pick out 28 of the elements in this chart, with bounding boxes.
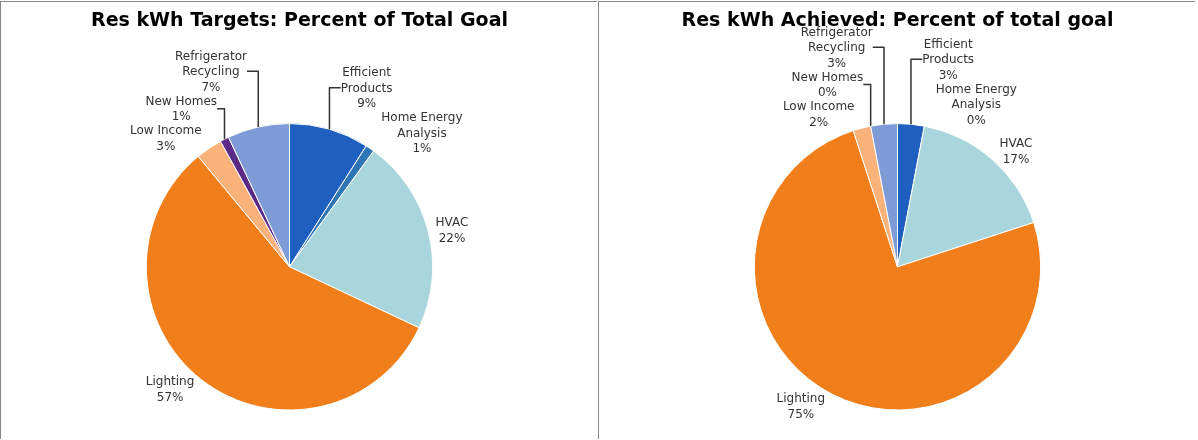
slice-label: Low Income bbox=[782, 99, 855, 114]
slice-label: Home Energy Analysis bbox=[381, 110, 463, 140]
data-label: 1% bbox=[171, 109, 191, 124]
data-label: 3% bbox=[827, 55, 847, 70]
data-label: 7% bbox=[201, 79, 221, 94]
slice-label: Lighting bbox=[145, 374, 195, 389]
data-label: 22% bbox=[438, 231, 466, 246]
slice-label: Low Income bbox=[130, 123, 202, 138]
slice-label: HVAC bbox=[435, 215, 469, 230]
data-label: 3% bbox=[938, 67, 958, 82]
data-label: 3% bbox=[156, 139, 176, 154]
data-label: 57% bbox=[156, 389, 184, 404]
chart-title: Res kWh Targets: Percent of Total Goal bbox=[91, 8, 508, 31]
data-label: 1% bbox=[412, 141, 432, 156]
data-label: 75% bbox=[787, 406, 815, 421]
slice-label: Efficient Products bbox=[922, 36, 975, 67]
slice-label: HVAC bbox=[999, 136, 1033, 151]
slice-label: Efficient Products bbox=[340, 65, 393, 95]
data-label: 2% bbox=[809, 115, 829, 130]
category-label: Home Energy Analysis bbox=[935, 81, 1017, 112]
data-label: 9% bbox=[357, 96, 377, 111]
category-label: New Homes bbox=[791, 69, 864, 84]
text: 0% bbox=[817, 85, 837, 100]
slice-label: Refrigerator Recycling bbox=[174, 48, 247, 79]
slice-label: New Homes bbox=[145, 93, 218, 108]
data-label: 17% bbox=[1002, 151, 1030, 166]
slice-label: Lighting bbox=[776, 391, 826, 406]
text: 0% bbox=[966, 112, 986, 127]
